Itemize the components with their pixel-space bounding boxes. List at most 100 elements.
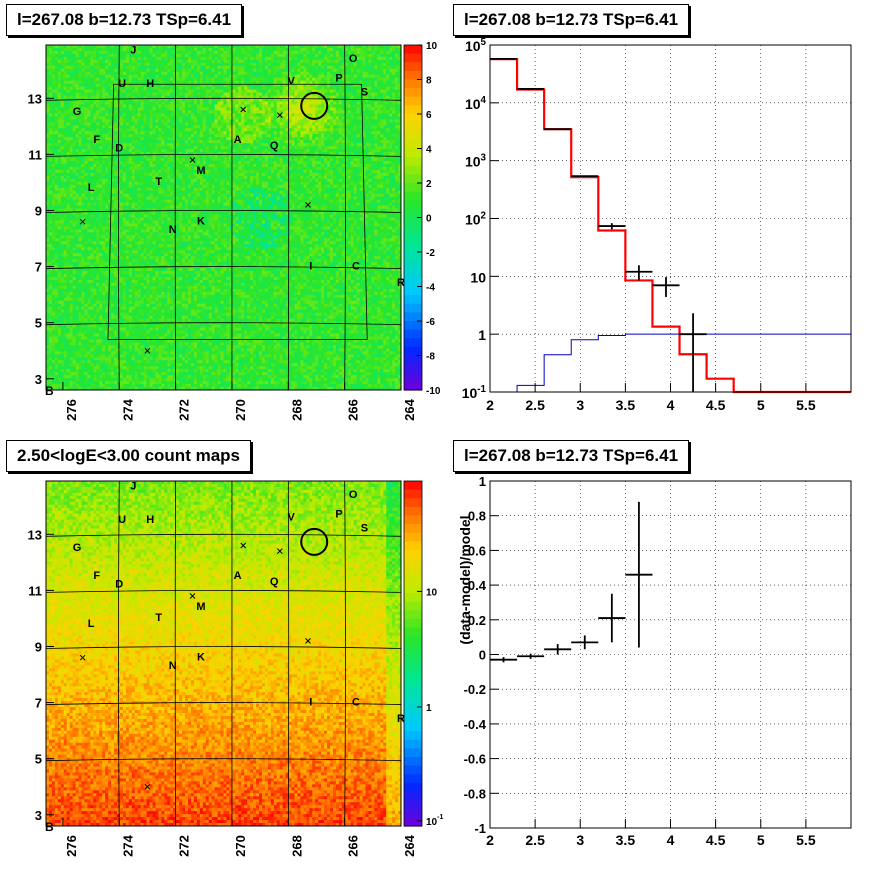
heatmap-cell — [229, 101, 233, 105]
heatmap-cell — [321, 89, 325, 94]
heatmap-cell — [392, 125, 396, 129]
heatmap-cell — [241, 92, 245, 97]
heatmap-cell — [146, 83, 151, 88]
heatmap-cell — [309, 158, 313, 162]
heatmap-cell — [196, 92, 201, 97]
heatmap-cell — [196, 137, 201, 141]
heatmap-cell — [261, 59, 266, 64]
heatmap-cell — [108, 149, 112, 153]
heatmap-cell — [350, 116, 355, 120]
heatmap-cell — [214, 95, 219, 100]
heatmap-cell — [205, 65, 210, 70]
heatmap-cell — [131, 59, 136, 64]
heatmap-cell — [149, 143, 153, 147]
heatmap-cell — [306, 65, 310, 70]
heatmap-cell — [170, 128, 174, 132]
heatmap-cell — [179, 53, 183, 58]
heatmap-cell — [131, 140, 136, 144]
heatmap-cell — [182, 110, 186, 114]
heatmap-cell — [288, 92, 293, 97]
heatmap-cell — [96, 77, 100, 82]
heatmap-cell — [282, 74, 287, 79]
heatmap-cell — [131, 163, 136, 168]
heatmap-cell — [196, 119, 201, 123]
heatmap-cell — [279, 107, 284, 111]
heatmap-cell — [125, 116, 130, 120]
heatmap-cell — [273, 104, 278, 108]
heatmap-cell — [247, 140, 251, 144]
heatmap-cell — [78, 104, 82, 108]
heatmap-cell — [134, 163, 139, 168]
heatmap-cell — [261, 143, 266, 147]
heatmap-cell — [383, 155, 387, 159]
heatmap-cell — [217, 128, 222, 132]
heatmap-cell — [377, 140, 381, 144]
heatmap-cell — [259, 128, 263, 132]
heatmap-cell — [69, 131, 74, 135]
heatmap-cell — [105, 86, 109, 91]
heatmap-cell — [125, 53, 130, 58]
heatmap-cell — [338, 163, 343, 168]
heatmap-cell — [332, 146, 337, 150]
heatmap-cell — [72, 80, 77, 85]
heatmap-cell — [321, 74, 325, 79]
heatmap-cell — [140, 116, 145, 120]
heatmap-cell — [264, 95, 269, 100]
heatmap-cell — [398, 110, 402, 114]
heatmap-cell — [238, 86, 242, 91]
heatmap-cell — [338, 59, 343, 64]
heatmap-cell — [125, 59, 130, 64]
heatmap-cell — [214, 104, 219, 108]
heatmap-cell — [179, 74, 183, 79]
heatmap-cell — [108, 163, 112, 168]
heatmap-cell — [84, 158, 88, 162]
heatmap-cell — [347, 62, 352, 67]
heatmap-cell — [297, 92, 301, 97]
heatmap-cell — [72, 143, 77, 147]
heatmap-cell — [128, 116, 133, 120]
heatmap-cell — [128, 53, 133, 58]
heatmap-cell — [377, 80, 381, 85]
heatmap-cell — [60, 149, 65, 153]
heatmap-cell — [238, 166, 242, 171]
heatmap-cell — [66, 146, 71, 150]
heatmap-cell — [60, 152, 65, 156]
heatmap-cell — [211, 128, 216, 132]
heatmap-cell — [217, 149, 222, 153]
heatmap-cell — [291, 95, 295, 100]
heatmap-cell — [182, 89, 186, 94]
heatmap-cell — [54, 45, 59, 49]
heatmap-cell — [146, 80, 151, 85]
heatmap-cell — [202, 113, 207, 117]
heatmap-cell — [193, 104, 198, 108]
heatmap-cell — [276, 119, 281, 123]
heatmap-cell — [238, 107, 242, 111]
heatmap-cell — [398, 155, 402, 159]
heatmap-cell — [152, 56, 156, 61]
heatmap-cell — [395, 163, 399, 168]
heatmap-cell — [253, 163, 257, 168]
heatmap-cell — [332, 110, 337, 114]
heatmap-cell — [87, 125, 91, 129]
heatmap-cell — [273, 83, 278, 88]
heatmap-cell — [312, 62, 316, 67]
heatmap-cell — [223, 77, 227, 82]
heatmap-cell — [149, 149, 153, 153]
heatmap-cell — [217, 107, 222, 111]
heatmap-cell — [179, 101, 183, 105]
heatmap-cell — [167, 77, 171, 82]
heatmap-cell — [99, 56, 103, 61]
heatmap-cell — [119, 137, 124, 141]
heatmap-cell — [202, 163, 207, 168]
heatmap-cell — [285, 89, 290, 94]
heatmap-cell — [288, 134, 293, 138]
heatmap-cell — [368, 104, 372, 108]
heatmap-cell — [63, 74, 68, 79]
heatmap-cell — [78, 47, 82, 52]
heatmap-cell — [54, 116, 59, 120]
heatmap-cell — [199, 89, 204, 94]
heatmap-cell — [229, 119, 233, 123]
heatmap-cell — [294, 77, 298, 82]
heatmap-cell — [347, 83, 352, 88]
heatmap-cell — [226, 77, 230, 82]
